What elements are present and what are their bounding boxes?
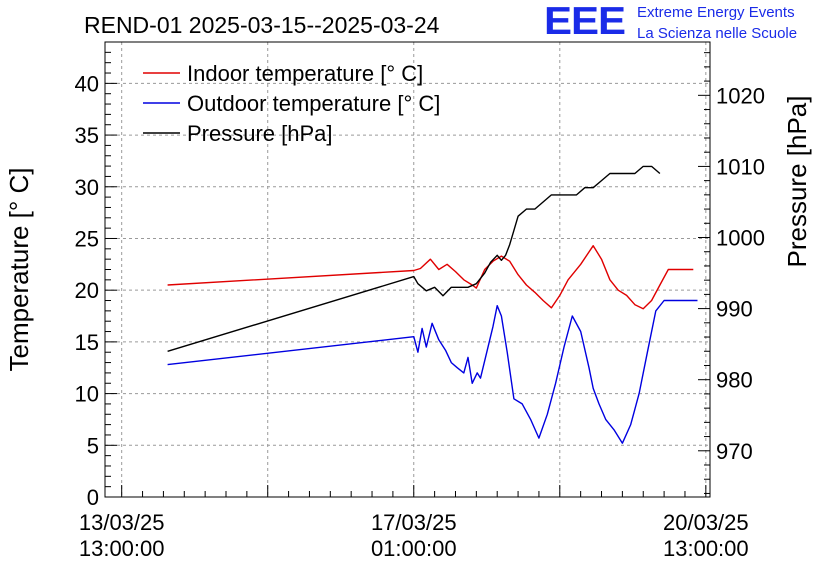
y-tick-label: 20 [75, 278, 99, 303]
legend-label: Pressure [hPa] [187, 121, 333, 146]
y2-axis-title: Pressure [hPa] [782, 96, 812, 268]
logo-subtitle-line2: La Scienza nelle Scuole [637, 25, 798, 42]
y2-tick-label: 980 [716, 368, 753, 393]
y2-tick-label: 970 [716, 439, 753, 464]
y2-tick-label: 1020 [716, 83, 765, 108]
y-tick-label: 30 [75, 175, 99, 200]
y2-tick-label: 1000 [716, 226, 765, 251]
x-tick-label-date: 13/03/25 [79, 510, 165, 535]
y-tick-label: 10 [75, 382, 99, 407]
legend-label: Indoor temperature [° C] [187, 61, 423, 86]
x-tick-label-date: 17/03/25 [371, 510, 457, 535]
series-line-outdoor [167, 299, 698, 444]
y-tick-label: 35 [75, 123, 99, 148]
legend: Indoor temperature [° C] Outdoor temperat… [143, 61, 440, 146]
axis-labels: Temperature [° C] Pressure [hPa] [4, 96, 812, 372]
y-tick-label: 40 [75, 71, 99, 96]
y-tick-label: 5 [87, 433, 99, 458]
y-tick-label: 25 [75, 226, 99, 251]
chart-title: REND-01 2025-03-15--2025-03-24 [84, 12, 440, 38]
x-tick-label-date: 20/03/25 [663, 510, 749, 535]
axes: 0 5 10 15 20 25 30 35 40 970 980 990 1000 1010 1020 13/… [75, 41, 765, 561]
series-line-pressure [167, 165, 661, 352]
x-tick-label-time: 13:00:00 [79, 536, 165, 561]
y-tick-label: 15 [75, 330, 99, 355]
x-tick-label-time: 01:00:00 [371, 536, 457, 561]
y2-tick-label: 1010 [716, 154, 765, 179]
y-axis-title: Temperature [° C] [4, 167, 34, 371]
y2-tick-label: 990 [716, 297, 753, 322]
grid [105, 42, 710, 497]
y-tick-label: 0 [87, 485, 99, 510]
x-tick-label-time: 13:00:00 [663, 536, 749, 561]
logo-subtitle-line1: Extreme Energy Events [637, 4, 795, 21]
series-layer [167, 165, 698, 444]
eee-logo: EEE [544, 0, 626, 43]
series-line-indoor [167, 244, 694, 310]
legend-label: Outdoor temperature [° C] [187, 91, 440, 116]
